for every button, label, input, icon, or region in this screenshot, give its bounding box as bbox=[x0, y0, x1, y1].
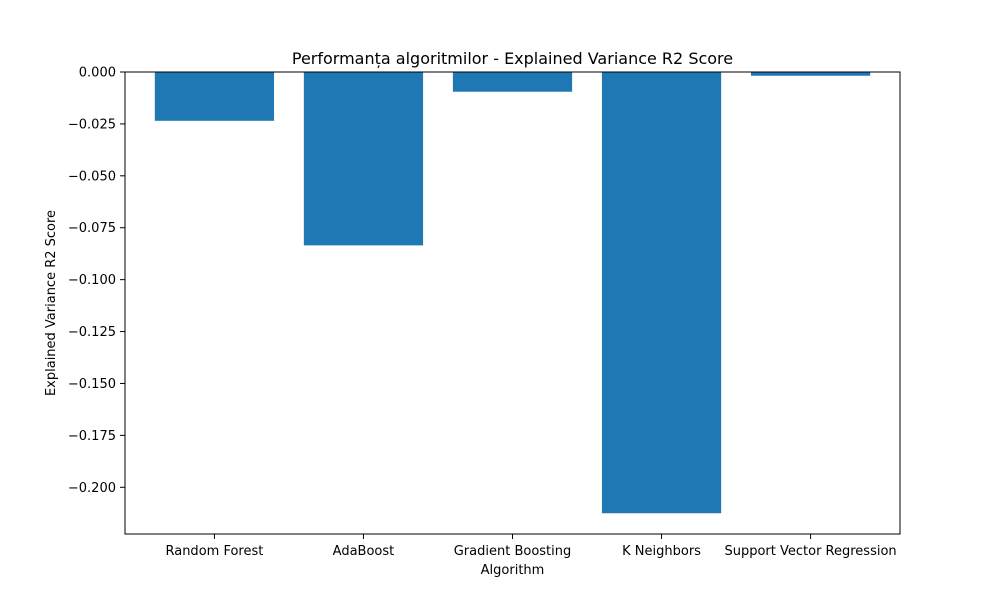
x-tick-label: Support Vector Regression bbox=[724, 544, 896, 559]
bar bbox=[154, 72, 275, 121]
y-tick-label: −0.075 bbox=[68, 221, 116, 236]
x-tick-label: K Neighbors bbox=[622, 544, 701, 559]
bar bbox=[750, 72, 871, 76]
y-tick-label: −0.025 bbox=[68, 117, 116, 132]
y-tick-label: −0.150 bbox=[68, 377, 116, 392]
x-axis-ticks: Random Forest AdaBoost Gradient Boosting K … bbox=[165, 534, 897, 559]
x-tick-label: AdaBoost bbox=[333, 544, 395, 559]
y-axis-ticks: 0.000 −0.025 −0.050 −0.075 −0.100 −0.125 −0.15… bbox=[68, 66, 125, 496]
x-axis-label: Algorithm bbox=[481, 563, 545, 578]
y-tick-label: −0.100 bbox=[68, 273, 116, 288]
x-tick-label: Random Forest bbox=[165, 544, 263, 559]
y-tick-label: −0.175 bbox=[68, 429, 116, 444]
chart-title: Performanța algoritmilor - Explained Var… bbox=[292, 49, 733, 68]
y-tick-label: −0.125 bbox=[68, 325, 116, 340]
bar bbox=[452, 72, 573, 92]
plot-frame bbox=[124, 71, 901, 535]
bar bbox=[601, 72, 722, 514]
x-tick-label: Gradient Boosting bbox=[454, 544, 572, 559]
y-axis-label: Explained Variance R2 Score bbox=[44, 210, 59, 396]
y-tick-label: 0.000 bbox=[79, 66, 116, 81]
y-tick-label: −0.050 bbox=[68, 169, 116, 184]
y-tick-label: −0.200 bbox=[68, 481, 116, 496]
bar bbox=[303, 72, 424, 246]
bars bbox=[154, 72, 871, 514]
